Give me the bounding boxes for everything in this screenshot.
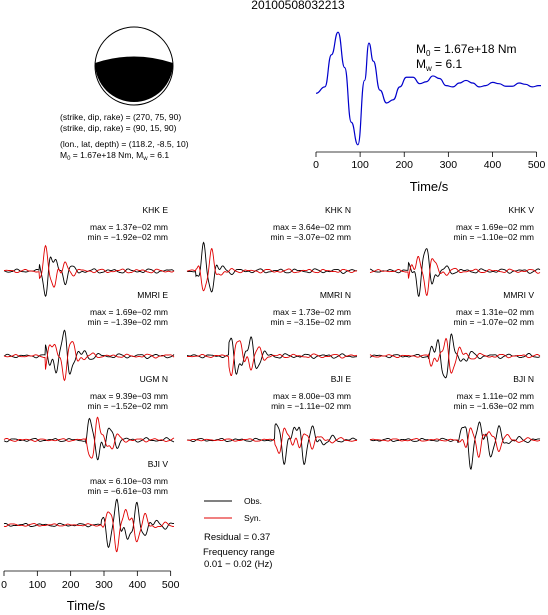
observed-trace	[3, 498, 175, 549]
min-amplitude: min = −1.39e−02 mm	[87, 317, 168, 327]
bottom-x-axis-label: Time/s	[67, 598, 106, 613]
source-time-function-plot: 0 100 200 300 400 500 M0 = 1.67e+18 Nm Mw = 6…	[313, 31, 546, 194]
stf-mw-label: Mw = 6.1	[416, 57, 462, 73]
min-amplitude: min = −1.92e−02 mm	[87, 232, 168, 242]
station-label: MMRI V	[503, 290, 534, 300]
station-label: BJI E	[331, 374, 352, 384]
max-amplitude: max = 9.39e−03 mm	[90, 391, 168, 401]
stf-tick-label: 100	[351, 159, 369, 171]
stf-tick-label: 0	[313, 159, 319, 171]
max-amplitude: max = 1.11e−02 mm	[457, 391, 534, 401]
location-text: (lon., lat, depth) = (118.2, -8.5, 10)	[60, 139, 189, 149]
focal-mechanism-beachball	[94, 26, 174, 106]
figure-title: 20100508032213	[251, 0, 345, 12]
focal-mechanism-text: (strike, dip, rake) = (270, 75, 90) (str…	[60, 112, 189, 162]
station-label: KHK N	[325, 205, 351, 215]
max-amplitude: max = 1.37e−02 mm	[90, 222, 168, 232]
station-label: KHK V	[508, 205, 534, 215]
synthetic-trace	[369, 337, 541, 374]
max-amplitude: max = 8.00e−03 mm	[273, 391, 351, 401]
bottom-tick-label: 0	[1, 579, 7, 591]
frequency-range-title: Frequency range	[203, 547, 275, 558]
bottom-x-axis: 0 100 200 300 400 500	[1, 570, 180, 591]
synthetic-trace	[187, 340, 358, 376]
bottom-tick-label: 200	[62, 579, 80, 591]
min-amplitude: min = −3.15e−02 mm	[270, 317, 351, 327]
min-amplitude: min = −1.11e−02 mm	[271, 401, 351, 411]
max-amplitude: max = 1.69e−02 mm	[456, 222, 534, 232]
max-amplitude: max = 6.10e−03 mm	[90, 476, 168, 486]
station-label: BJI N	[513, 374, 534, 384]
station-label: MMRI E	[137, 290, 168, 300]
stf-tick-label: 200	[395, 159, 413, 171]
bottom-tick-label: 500	[162, 579, 180, 591]
plane2-text: (strike, dip, rake) = (90, 15, 90)	[60, 123, 177, 133]
station-label: KHK E	[142, 205, 168, 215]
min-amplitude: min = −1.10e−02 mm	[453, 232, 534, 242]
plane1-text: (strike, dip, rake) = (270, 75, 90)	[60, 112, 181, 122]
observed-trace	[369, 248, 541, 297]
observed-trace	[369, 421, 541, 470]
stf-tick-label: 300	[440, 159, 458, 171]
min-amplitude: min = −3.07e−02 mm	[270, 232, 351, 242]
synthetic-trace	[186, 427, 358, 454]
observed-trace	[369, 333, 541, 379]
min-amplitude: min = −1.52e−02 mm	[87, 401, 168, 411]
observed-trace	[3, 329, 175, 375]
observed-trace	[3, 417, 175, 461]
max-amplitude: max = 3.64e−02 mm	[273, 222, 351, 232]
observed-trace	[187, 423, 358, 465]
moment-text: M0 = 1.67e+18 Nm, Mw = 6.1	[60, 150, 169, 162]
stf-tick-label: 400	[484, 159, 502, 171]
station-label: UGM N	[140, 374, 168, 384]
max-amplitude: max = 1.69e−02 mm	[90, 307, 168, 317]
legend-syn-label: Syn.	[244, 513, 261, 523]
max-amplitude: max = 1.73e−02 mm	[273, 307, 351, 317]
min-amplitude: min = −6.61e−03 mm	[87, 486, 168, 496]
max-amplitude: max = 1.31e−02 mm	[456, 307, 534, 317]
synthetic-trace	[369, 427, 541, 458]
legend-obs-label: Obs.	[244, 496, 262, 506]
bottom-tick-label: 300	[95, 579, 113, 591]
synthetic-trace	[3, 508, 174, 553]
synthetic-trace	[369, 256, 541, 296]
min-amplitude: min = −1.63e−02 mm	[453, 401, 534, 411]
residual-text: Residual = 0.37	[204, 532, 270, 543]
frequency-range-value: 0.01 − 0.02 (Hz)	[204, 559, 272, 570]
synthetic-trace	[186, 248, 358, 292]
station-label: BJI V	[148, 459, 169, 469]
bottom-tick-label: 400	[129, 579, 147, 591]
synthetic-trace	[3, 341, 175, 382]
observed-trace	[187, 336, 357, 375]
stf-x-axis-label: Time/s	[410, 179, 449, 194]
bottom-tick-label: 100	[29, 579, 47, 591]
legend: Obs. Syn. Residual = 0.37 Frequency rang…	[203, 496, 275, 570]
synthetic-trace	[3, 416, 175, 459]
stf-x-axis: 0 100 200 300 400 500	[313, 151, 546, 171]
stf-tick-label: 500	[528, 159, 546, 171]
stf-series-line	[315, 31, 541, 146]
station-label: MMRI N	[320, 290, 351, 300]
min-amplitude: min = −1.07e−02 mm	[453, 317, 534, 327]
stf-m0-label: M0 = 1.67e+18 Nm	[416, 42, 517, 58]
synthetic-trace	[3, 244, 175, 288]
